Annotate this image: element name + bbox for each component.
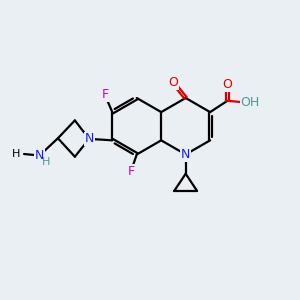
Text: O: O — [222, 78, 232, 91]
Text: F: F — [127, 165, 134, 178]
Text: H: H — [11, 149, 20, 159]
Text: O: O — [168, 76, 178, 89]
Text: OH: OH — [241, 96, 260, 109]
Text: F: F — [101, 88, 108, 101]
Text: N: N — [35, 149, 44, 162]
Text: N: N — [181, 148, 190, 161]
Text: N: N — [84, 132, 94, 146]
Text: H: H — [42, 157, 50, 167]
